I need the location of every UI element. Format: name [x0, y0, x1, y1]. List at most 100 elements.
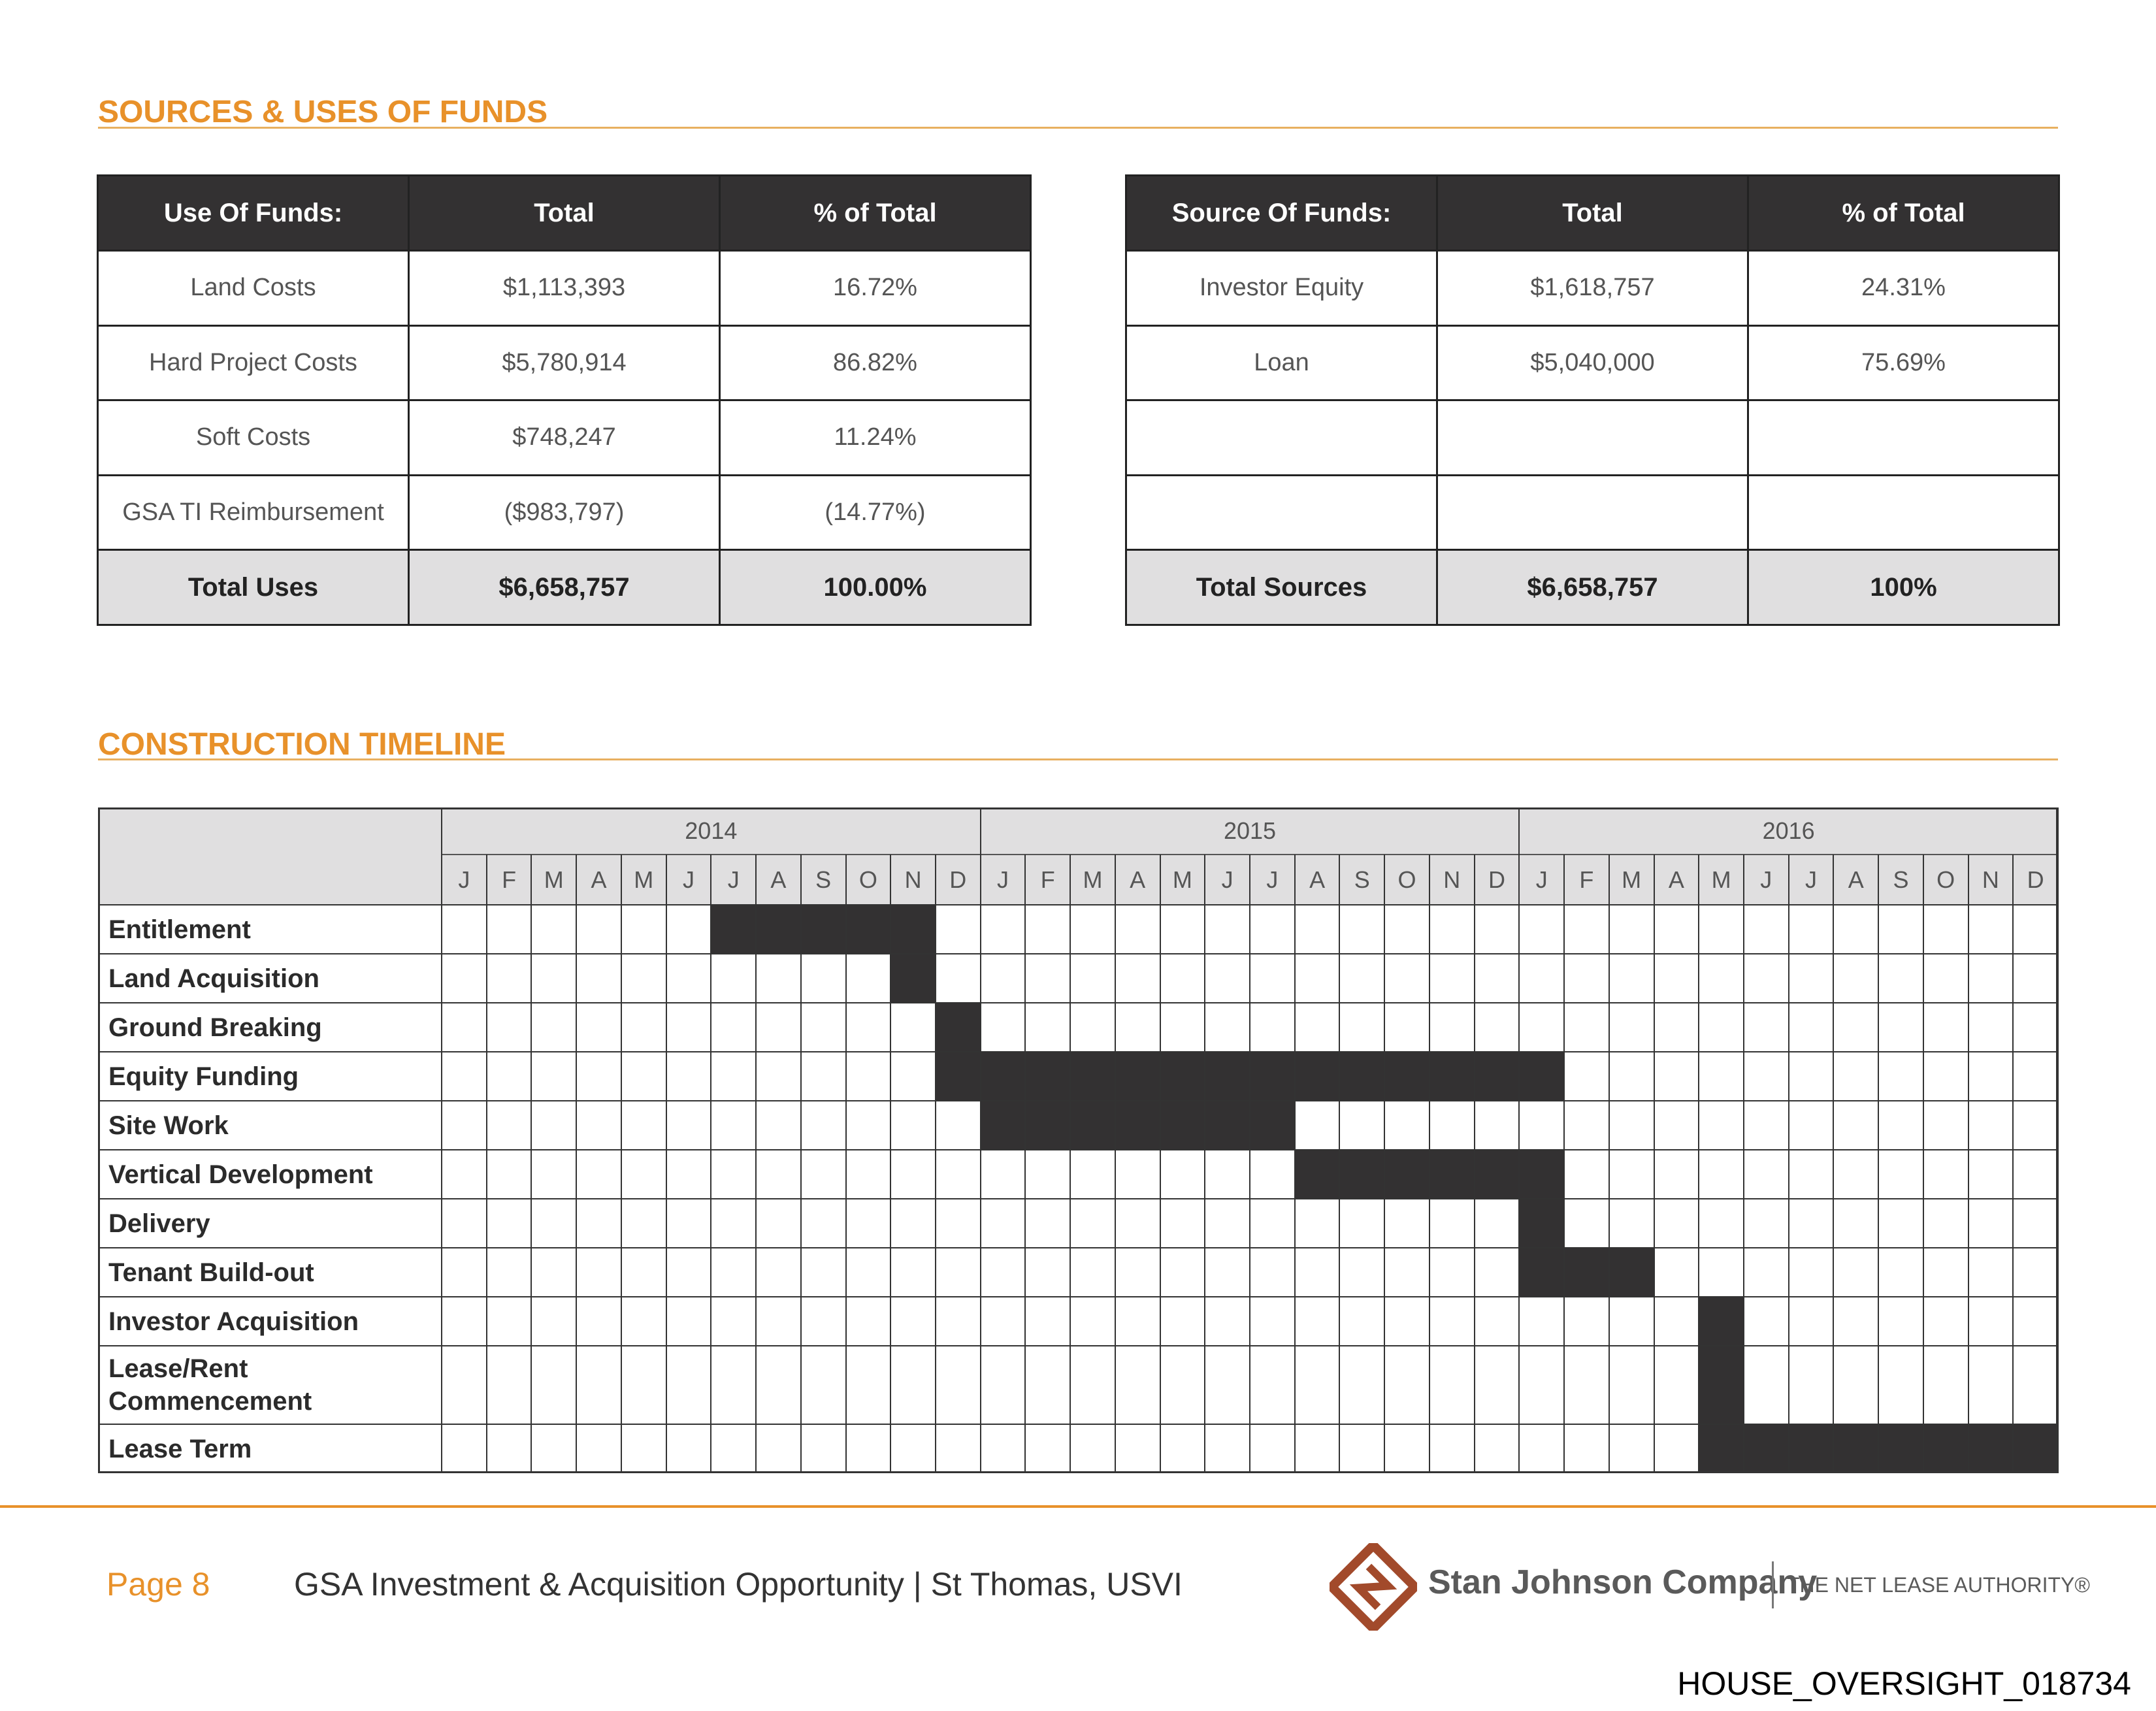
grid-line — [1563, 855, 1565, 1473]
table-cell — [1747, 399, 2060, 476]
table-cell: Investor Equity — [1125, 250, 1438, 327]
table-cell: $748,247 — [408, 399, 721, 476]
table-cell — [1436, 399, 1749, 476]
month-label: D — [949, 866, 967, 893]
grid-line — [98, 953, 2058, 954]
month-label: M — [634, 866, 654, 893]
table-cell: $1,618,757 — [1436, 250, 1749, 327]
grid-line — [710, 855, 712, 1473]
table-cell: (14.77%) — [719, 474, 1032, 551]
month-label: J — [1805, 866, 1818, 893]
table-total-cell: 100.00% — [719, 549, 1032, 626]
year-label: 2015 — [1223, 817, 1277, 844]
grid-line — [1070, 855, 1071, 1473]
month-label: O — [858, 866, 877, 893]
table-cell: 75.69% — [1747, 324, 2060, 402]
month-label: D — [1488, 866, 1505, 893]
month-label: M — [544, 866, 564, 893]
grid-line — [1473, 855, 1475, 1473]
gantt-bar — [890, 954, 936, 1003]
task-label: Lease/Rent Commencement — [108, 1354, 312, 1416]
table-header-cell: Use Of Funds: — [97, 174, 410, 252]
month-label: J — [1535, 866, 1548, 893]
month-label: A — [1668, 866, 1684, 893]
month-label: M — [1711, 866, 1731, 893]
grid-line — [1024, 855, 1026, 1473]
task-label: Land Acquisition — [108, 964, 319, 993]
table-cell: 16.72% — [719, 250, 1032, 327]
task-label: Delivery — [108, 1209, 210, 1238]
footer-divider — [1772, 1561, 1774, 1608]
task-label: Site Work — [108, 1111, 229, 1140]
month-label: J — [1266, 866, 1279, 893]
grid-line — [1608, 855, 1610, 1473]
year-label: 2016 — [1762, 817, 1815, 844]
grid-line — [98, 1198, 2058, 1199]
grid-line — [1294, 855, 1296, 1473]
month-label: F — [1579, 866, 1594, 893]
month-label: M — [1622, 866, 1642, 893]
month-label: O — [1397, 866, 1416, 893]
section-title: CONSTRUCTION TIMELINE — [98, 726, 510, 762]
grid-line — [890, 855, 892, 1473]
month-label: A — [1848, 866, 1864, 893]
month-label: S — [1893, 866, 1909, 893]
grid-line — [531, 855, 532, 1473]
grid-line — [98, 1247, 2058, 1248]
month-label: S — [815, 866, 832, 893]
table-cell: GSA TI Reimbursement — [97, 474, 410, 551]
grid-line — [2057, 807, 2059, 1473]
table-cell: ($983,797) — [408, 474, 721, 551]
table-cell: Soft Costs — [97, 399, 410, 476]
grid-line — [979, 807, 981, 1473]
grid-line — [1204, 855, 1206, 1473]
task-label: Entitlement — [108, 915, 251, 944]
gantt-bar — [1519, 1248, 1654, 1297]
table-cell — [1125, 474, 1438, 551]
company-logo — [1330, 1543, 1417, 1631]
gantt-bar — [711, 905, 936, 954]
grid-line — [1653, 855, 1655, 1473]
section-rule — [98, 127, 2058, 129]
table-total-cell: Total Uses — [97, 549, 410, 626]
table-cell: Loan — [1125, 324, 1438, 402]
table-cell: $1,113,393 — [408, 250, 721, 327]
grid-line — [485, 855, 487, 1473]
table-total-cell: $6,658,757 — [408, 549, 721, 626]
grid-line — [800, 855, 802, 1473]
grid-line — [576, 855, 578, 1473]
grid-line — [98, 1296, 2058, 1297]
month-label: A — [1130, 866, 1146, 893]
gantt-bar — [935, 1003, 981, 1052]
grid-line — [98, 904, 2058, 905]
table-header-cell: % of Total — [719, 174, 1032, 252]
grid-line — [665, 855, 667, 1473]
table-cell: 86.82% — [719, 324, 1032, 402]
grid-line — [1878, 855, 1880, 1473]
table-cell — [1436, 474, 1749, 551]
gantt-border — [98, 807, 2058, 1473]
table-cell — [1125, 399, 1438, 476]
table-cell: 24.31% — [1747, 250, 2060, 327]
table-total-cell: $6,658,757 — [1436, 549, 1749, 626]
grid-line — [1967, 855, 1969, 1473]
footer-subject: GSA Investment & Acquisition Opportunity… — [294, 1566, 1183, 1603]
grid-line — [98, 1100, 2058, 1101]
grid-line — [1159, 855, 1161, 1473]
grid-line — [1249, 855, 1250, 1473]
month-label: A — [770, 866, 787, 893]
table-cell — [1747, 474, 2060, 551]
timeline-header-bg — [98, 807, 2058, 905]
grid-line — [1698, 855, 1700, 1473]
table-cell: $5,780,914 — [408, 324, 721, 402]
grid-line — [620, 855, 622, 1473]
year-label: 2014 — [685, 817, 738, 844]
grid-line — [1518, 807, 1520, 1473]
grid-line — [934, 855, 936, 1473]
company-name: Stan Johnson Company — [1428, 1563, 1818, 1601]
month-label: S — [1354, 866, 1370, 893]
grid-line — [2012, 855, 2014, 1473]
grid-line — [1114, 855, 1116, 1473]
month-label: J — [1221, 866, 1233, 893]
gantt-bar — [1699, 1346, 1744, 1424]
